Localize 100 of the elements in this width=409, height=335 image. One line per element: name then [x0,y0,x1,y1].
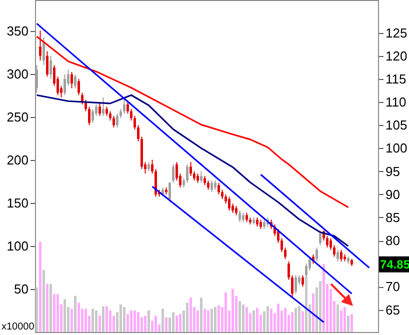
bar [196,310,199,332]
bar [148,310,150,332]
bar [46,284,48,332]
y-tick-label: 200 [6,152,28,168]
bar [252,310,255,332]
y2-tick-label: 110 [386,94,406,110]
bar [126,314,129,332]
y-tick-label: 50 [14,281,28,296]
candlestick [98,102,101,116]
candlestick [116,113,118,128]
bar [144,316,146,332]
bar [64,299,66,332]
bar [123,307,126,332]
bar [78,302,80,332]
bar [214,307,216,332]
bar [347,316,350,332]
y2-tick-label: 100 [386,140,408,156]
candlestick [207,180,210,190]
bar [298,306,300,332]
y-tick-label: 100 [6,238,28,254]
candlestick [78,78,80,96]
bar [102,306,104,332]
y-tick-label: 150 [6,195,28,210]
bar [95,310,98,332]
bar [224,292,227,332]
y2-tick-label: 80 [386,233,400,248]
y2-tick-label: 115 [386,71,406,86]
candlestick [126,102,129,114]
candlestick [302,274,304,288]
candlestick [168,181,171,203]
candlestick [106,106,108,116]
bar [302,311,304,332]
bar [210,308,213,332]
y2-tick-label: 70 [386,279,400,294]
bar [270,308,272,332]
bar [70,308,73,332]
bar [246,307,248,332]
bar [266,306,269,332]
candlestick [330,238,332,250]
candlestick [112,115,115,128]
candlestick [42,36,45,66]
y2-tick-label: 120 [386,48,408,64]
bar [207,310,210,332]
bar [284,308,286,332]
candlestick [70,72,73,89]
bar [84,308,87,332]
y-tick-label: 300 [6,66,28,82]
candlestick [246,212,248,223]
bar [134,310,136,332]
candlestick [186,164,188,184]
bar [179,314,182,332]
y-tick-label: 250 [6,109,28,124]
bar [176,316,178,332]
candlestick [176,162,178,182]
candlestick [109,110,112,122]
bar [344,307,346,332]
bar [39,242,42,332]
bar [319,281,322,332]
bar [50,284,52,332]
candlestick [92,108,94,124]
bar [190,298,192,332]
candlestick [46,50,48,78]
candlestick [210,180,213,193]
bar [277,304,280,332]
candlestick [218,182,220,195]
bar [204,308,206,332]
candlestick [50,55,52,80]
candlestick [224,194,227,204]
candlestick [238,210,241,223]
candlestick [102,96,104,116]
candlestick [172,164,174,184]
candlestick [316,247,318,262]
bar [218,305,220,332]
bar [162,308,164,332]
candlestick [204,175,206,186]
candlestick [263,219,266,230]
bar [53,294,56,332]
bar [322,264,325,332]
candlestick [196,173,199,184]
candlestick [242,212,244,223]
candlestick [148,162,150,172]
bar [186,302,188,332]
bar [130,310,132,332]
y2-tick-label: 95 [386,164,400,179]
y-axis-title: x10000 [2,322,35,332]
bar [242,304,244,332]
bar [56,294,59,332]
candlestick [39,30,42,61]
candlestick [74,74,76,89]
y2-tick-label: 85 [386,210,400,225]
candlestick [340,249,342,262]
bar [74,296,76,332]
line-series [36,36,350,208]
bar [106,306,108,332]
candlestick [256,216,258,228]
bar [200,298,202,332]
candlestick [294,274,297,294]
candlestick [190,162,192,176]
bar [154,316,157,332]
y2-tick-label: 105 [386,118,408,133]
